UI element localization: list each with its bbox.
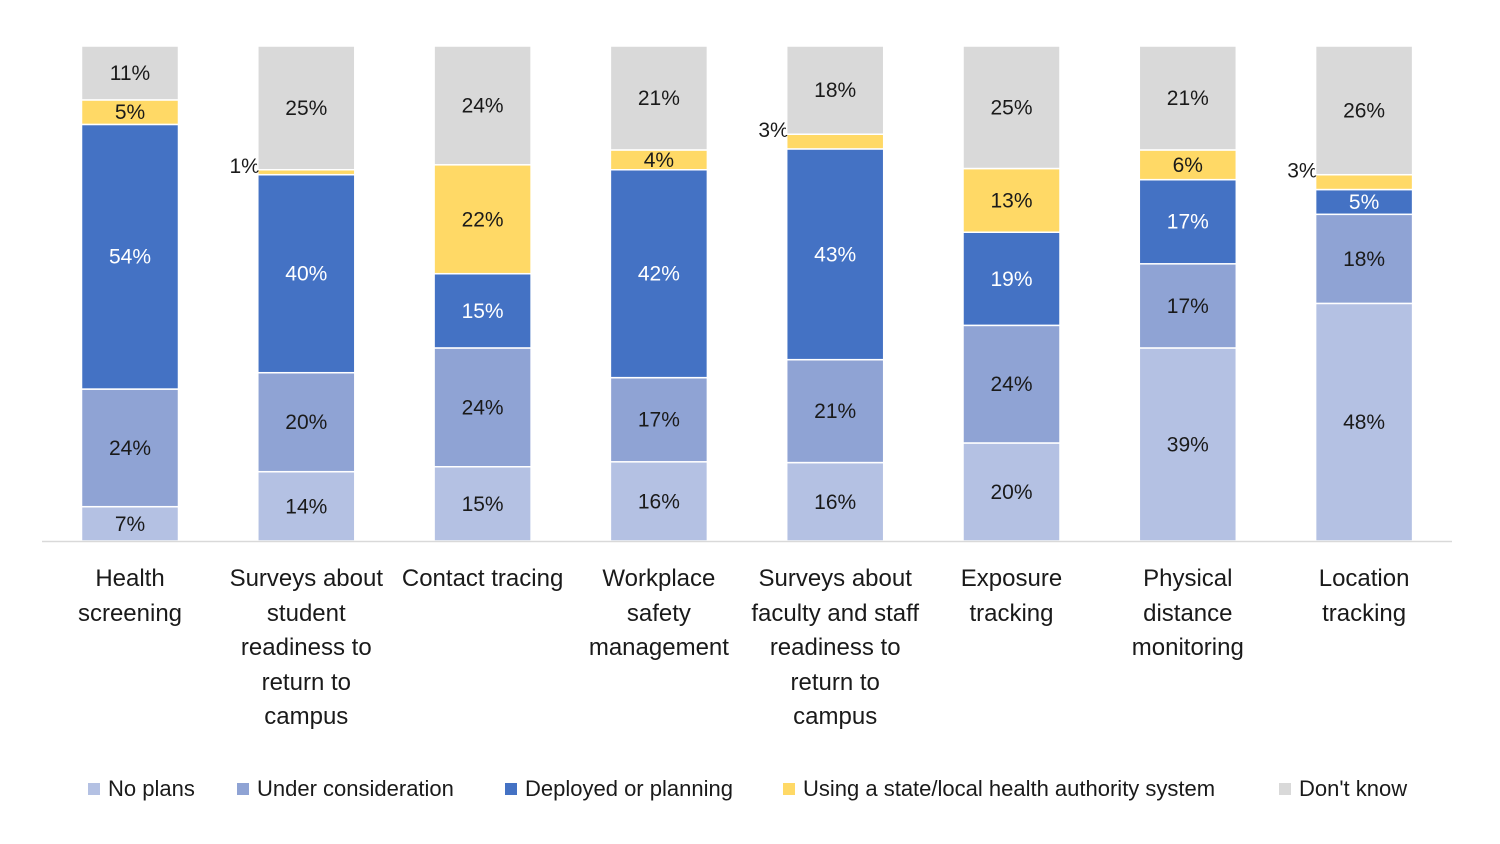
category-label: Health screening xyxy=(77,565,183,627)
bar-segment xyxy=(80,388,180,508)
legend-label: Under consideration xyxy=(257,776,454,801)
data-label: 4% xyxy=(644,149,674,172)
bar-segment xyxy=(1138,45,1238,151)
bar-segment xyxy=(1314,173,1414,191)
bar-segment xyxy=(1314,302,1414,542)
data-label: 14% xyxy=(285,495,327,518)
bar-segment xyxy=(433,45,532,166)
legend-label: No plans xyxy=(108,776,195,801)
bar-segment xyxy=(962,231,1061,327)
category-label: Exposure tracking xyxy=(960,565,1063,627)
data-label: 25% xyxy=(285,97,327,120)
data-label: 22% xyxy=(462,208,504,231)
legend-item: Deployed or planning xyxy=(505,776,733,802)
bar-segment xyxy=(1314,45,1414,176)
legend-label: Using a state/local health authority sys… xyxy=(803,776,1216,801)
bar-segment xyxy=(1138,263,1238,349)
category-label: Surveys about student readiness to retur… xyxy=(229,565,383,730)
data-label: 43% xyxy=(814,243,856,266)
data-label: 25% xyxy=(990,96,1032,119)
data-label: 18% xyxy=(814,79,856,102)
data-label: 16% xyxy=(814,491,856,514)
legend-swatch xyxy=(88,783,100,795)
bar-segment xyxy=(433,466,532,542)
data-label: 15% xyxy=(462,493,504,516)
bar-segment xyxy=(785,461,885,542)
legend-item: No plans xyxy=(88,776,195,802)
data-label: 16% xyxy=(638,490,680,513)
data-label: 24% xyxy=(462,94,504,117)
bar-segment xyxy=(962,167,1061,233)
data-label: 54% xyxy=(109,246,151,269)
bar-segment xyxy=(609,45,709,151)
data-label: 15% xyxy=(462,300,504,323)
data-label: 42% xyxy=(638,263,680,286)
legend-label: Don't know xyxy=(1299,776,1408,801)
bar-segment xyxy=(257,371,356,473)
data-label: 5% xyxy=(115,101,145,124)
legend-swatch xyxy=(1279,783,1291,795)
bar-segment xyxy=(785,358,885,464)
data-label: 18% xyxy=(1343,248,1385,271)
data-label: 6% xyxy=(1173,154,1203,177)
legend-label: Deployed or planning xyxy=(525,776,733,801)
bar-segment xyxy=(1138,178,1238,265)
data-label: 17% xyxy=(1167,211,1209,234)
bar-segment xyxy=(1138,149,1238,181)
bar-segment xyxy=(433,164,532,275)
data-label: 24% xyxy=(109,437,151,460)
legend-item: Using a state/local health authority sys… xyxy=(783,776,1215,802)
data-label: 13% xyxy=(990,189,1032,212)
bar-segment xyxy=(433,272,532,349)
bar-segment xyxy=(80,45,180,101)
legend-item: Don't know xyxy=(1279,776,1407,802)
legend-item: Under consideration xyxy=(237,776,454,802)
data-label: 26% xyxy=(1343,99,1385,122)
data-label: 24% xyxy=(462,396,504,419)
data-label: 21% xyxy=(814,400,856,423)
bar-segment xyxy=(257,45,356,171)
data-label: 17% xyxy=(638,409,680,432)
data-label: 39% xyxy=(1167,433,1209,456)
bar-segment xyxy=(1314,213,1414,305)
data-label: 20% xyxy=(285,411,327,434)
bar-segment xyxy=(80,505,180,542)
data-label: 21% xyxy=(1167,87,1209,110)
bar-segment xyxy=(80,123,180,390)
data-label: 48% xyxy=(1343,411,1385,434)
bar-segment xyxy=(785,148,885,361)
data-label: 3% xyxy=(1287,160,1317,183)
data-label: 21% xyxy=(638,87,680,110)
data-label: 24% xyxy=(990,373,1032,396)
data-label: 20% xyxy=(990,481,1032,504)
category-label: Location tracking xyxy=(1318,565,1410,627)
bar-segment xyxy=(609,376,709,463)
legend-swatch xyxy=(237,783,249,795)
bar-segment xyxy=(609,461,709,542)
data-label: 11% xyxy=(110,62,150,85)
category-label: Workplace safety management xyxy=(588,565,729,661)
category-label: Physical distance monitoring xyxy=(1131,565,1244,661)
data-label: 7% xyxy=(115,513,145,536)
category-label: Surveys about faculty and staff readines… xyxy=(751,565,920,730)
legend-swatch xyxy=(783,783,795,795)
bar-segment xyxy=(257,173,356,374)
bar-segment xyxy=(433,347,532,468)
bar-segment xyxy=(785,45,885,135)
legend-swatch xyxy=(505,783,517,795)
data-label: 3% xyxy=(758,119,788,142)
data-label: 17% xyxy=(1167,295,1209,318)
data-label: 40% xyxy=(285,263,327,286)
bar-segment xyxy=(962,324,1061,444)
bar-segment xyxy=(785,133,885,150)
category-label: Contact tracing xyxy=(401,565,564,592)
bar-segment xyxy=(257,470,356,542)
bar-segment xyxy=(1138,347,1238,542)
data-label: 5% xyxy=(1349,191,1379,214)
data-label: 1% xyxy=(229,155,259,178)
data-label: 19% xyxy=(990,268,1032,291)
bar-segment xyxy=(962,45,1061,170)
